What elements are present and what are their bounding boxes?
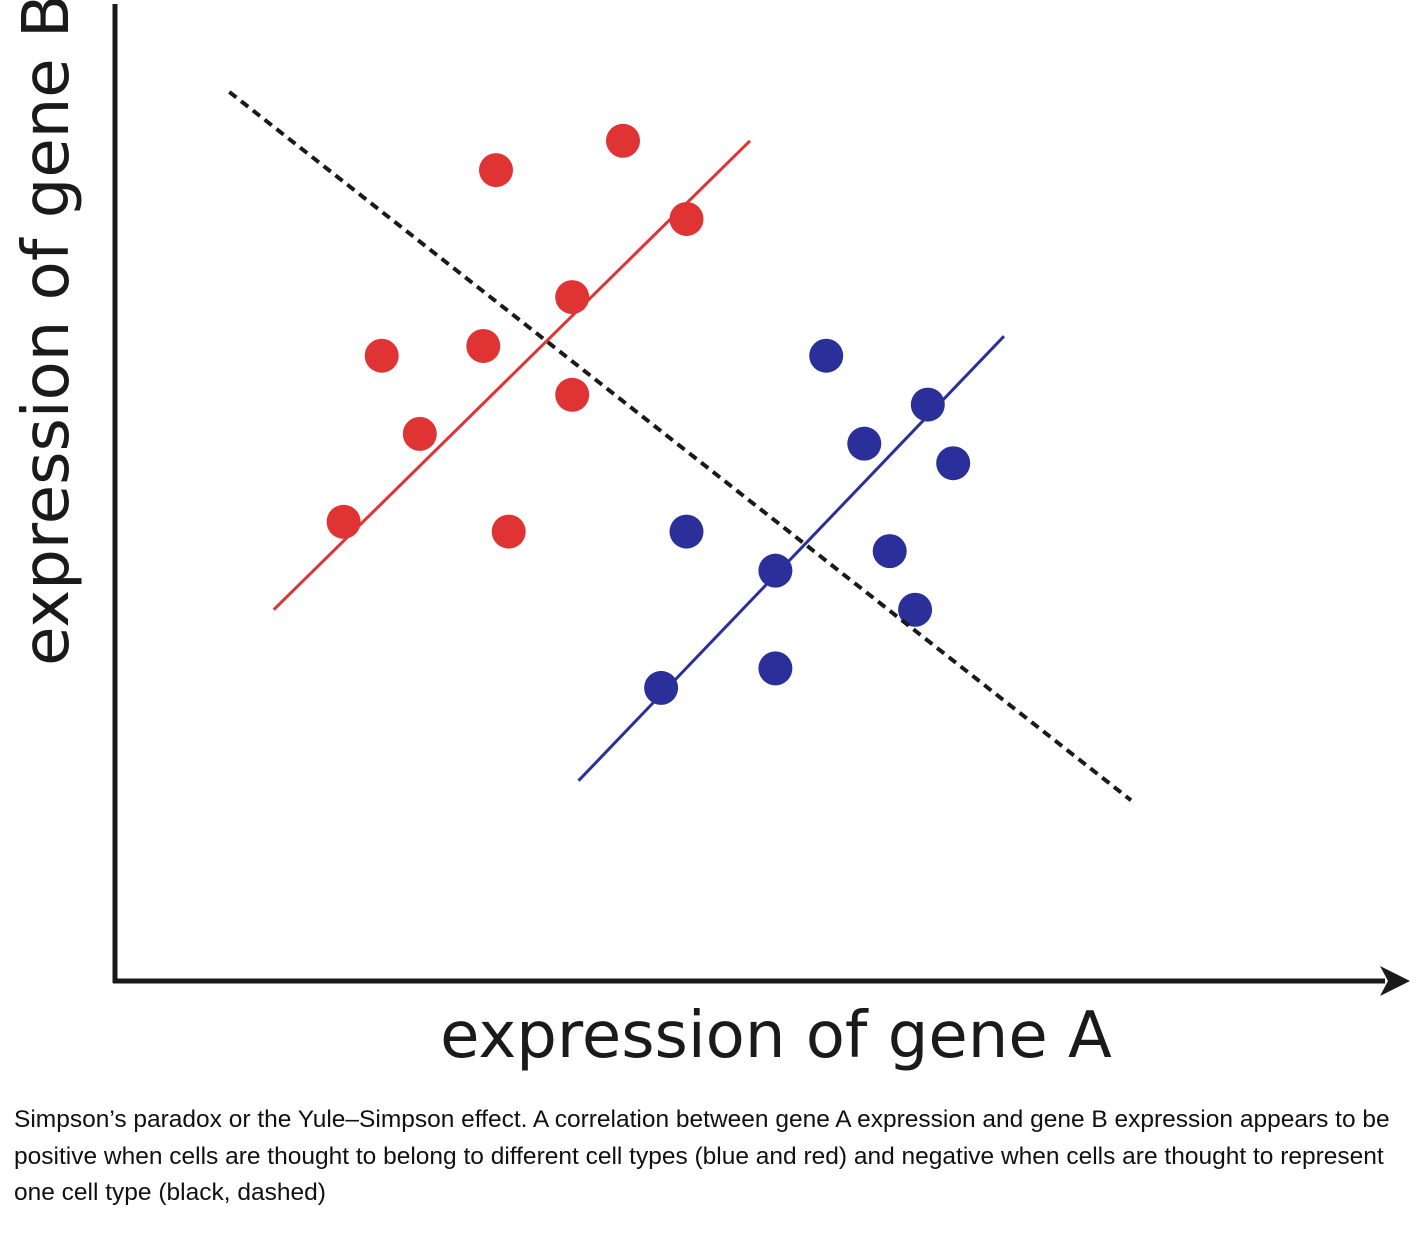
fit-lines — [272, 139, 1006, 782]
series-2-point-4 — [758, 553, 793, 588]
series-1-point-5 — [466, 328, 501, 363]
series-2-point-1 — [644, 670, 679, 705]
scatter-chart: expression of gene A expression of gene … — [10, 0, 1410, 1073]
series-1-point-1 — [326, 504, 361, 539]
series-1-point-10 — [669, 201, 704, 236]
series-1-point-9 — [555, 377, 590, 412]
series-2-point-9 — [910, 387, 945, 422]
data-points — [326, 123, 971, 705]
x-axis-arrowhead — [1380, 966, 1410, 996]
series-2-point-10 — [936, 446, 971, 481]
series-2-point-5 — [809, 338, 844, 373]
overall-fit-line-group — [228, 90, 1133, 802]
overall-fit-line — [228, 90, 1133, 802]
series-1-point-4 — [479, 153, 513, 188]
series-1-point-6 — [491, 514, 526, 549]
series-1-point-8 — [555, 280, 590, 315]
series-1-point-3 — [402, 416, 437, 451]
x-axis-label: expression of gene A — [440, 999, 1112, 1073]
series-2-point-6 — [847, 426, 882, 461]
series-2-point-8 — [898, 592, 933, 627]
series-1-point-2 — [364, 338, 399, 373]
series-1-point-7 — [606, 123, 640, 158]
series-2-point-7 — [872, 534, 907, 569]
series-2-point-3 — [758, 651, 793, 686]
series-2-point-2 — [669, 514, 704, 549]
figure-caption: Simpson’s paradox or the Yule–Simpson ef… — [14, 1106, 1390, 1206]
y-axis-label: expression of gene B — [10, 0, 84, 666]
